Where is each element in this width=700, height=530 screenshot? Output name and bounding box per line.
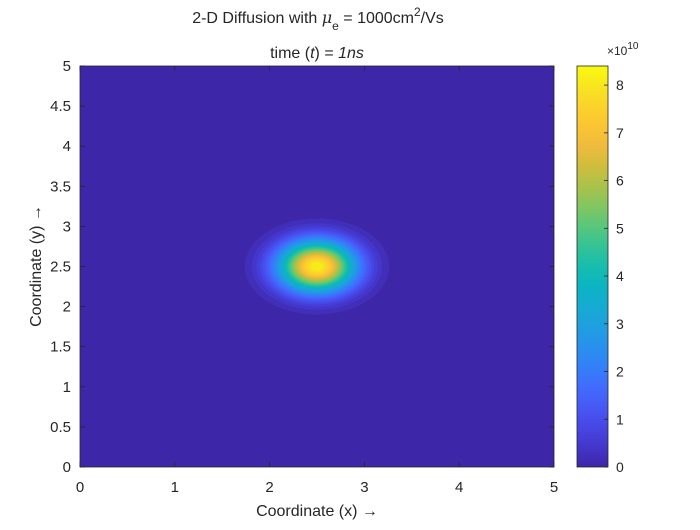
y-axis-label: Coordinate (y) → bbox=[28, 205, 45, 327]
chart-title-line2: time (t) = 1ns bbox=[270, 45, 364, 62]
x-tick-label: 0 bbox=[76, 479, 84, 496]
y-axis: 0 0.5 1 1.5 2 2.5 3 3.5 4 4.5 5 bbox=[50, 58, 554, 476]
colorbar-tick-label: 2 bbox=[616, 364, 624, 380]
colorbar-exponent: ×1010 bbox=[607, 41, 639, 58]
y-tick-label: 5 bbox=[63, 58, 71, 75]
x-tick-label: 5 bbox=[550, 479, 558, 496]
chart-title-line1: 2-D Diffusion with μe = 1000cm2/Vs bbox=[192, 5, 444, 33]
x-axis: 0 1 2 3 4 5 bbox=[76, 66, 558, 496]
y-tick-label: 3 bbox=[63, 218, 71, 235]
colorbar bbox=[576, 65, 609, 468]
colorbar-tick-label: 1 bbox=[616, 411, 624, 427]
y-tick-label: 3.5 bbox=[50, 178, 71, 195]
x-tick-label: 3 bbox=[360, 479, 368, 496]
colorbar-tick-label: 6 bbox=[616, 173, 624, 189]
colorbar-tick-label: 0 bbox=[616, 459, 624, 475]
colorbar-tick-label: 4 bbox=[616, 268, 624, 284]
colorbar-tick-label: 5 bbox=[616, 220, 624, 236]
y-tick-label: 4.5 bbox=[50, 98, 71, 115]
y-tick-label: 4 bbox=[63, 138, 71, 155]
y-tick-label: 0 bbox=[63, 459, 71, 476]
colorbar-tick-label: 3 bbox=[616, 316, 624, 332]
colorbar-ticks: 0 1 2 3 4 5 6 7 8 bbox=[604, 77, 624, 475]
unit-superscript: 2 bbox=[414, 5, 421, 19]
mu-subscript: e bbox=[332, 19, 339, 33]
y-tick-label: 1 bbox=[63, 379, 71, 396]
x-axis-label: Coordinate (x) → bbox=[256, 503, 378, 520]
y-tick-label: 0.5 bbox=[50, 419, 71, 436]
plot-area bbox=[79, 65, 555, 468]
x-tick-label: 4 bbox=[455, 479, 463, 496]
y-tick-label: 2 bbox=[63, 299, 71, 316]
x-tick-label: 1 bbox=[171, 479, 179, 496]
x-tick-label: 2 bbox=[265, 479, 273, 496]
contour-level bbox=[311, 262, 323, 271]
heatmap-contours bbox=[244, 218, 390, 315]
colorbar-tick-label: 7 bbox=[616, 125, 624, 141]
mu-symbol: μ bbox=[322, 8, 332, 27]
y-tick-label: 1.5 bbox=[50, 339, 71, 356]
colorbar-tick-label: 8 bbox=[616, 77, 624, 93]
y-tick-label: 2.5 bbox=[50, 259, 71, 276]
